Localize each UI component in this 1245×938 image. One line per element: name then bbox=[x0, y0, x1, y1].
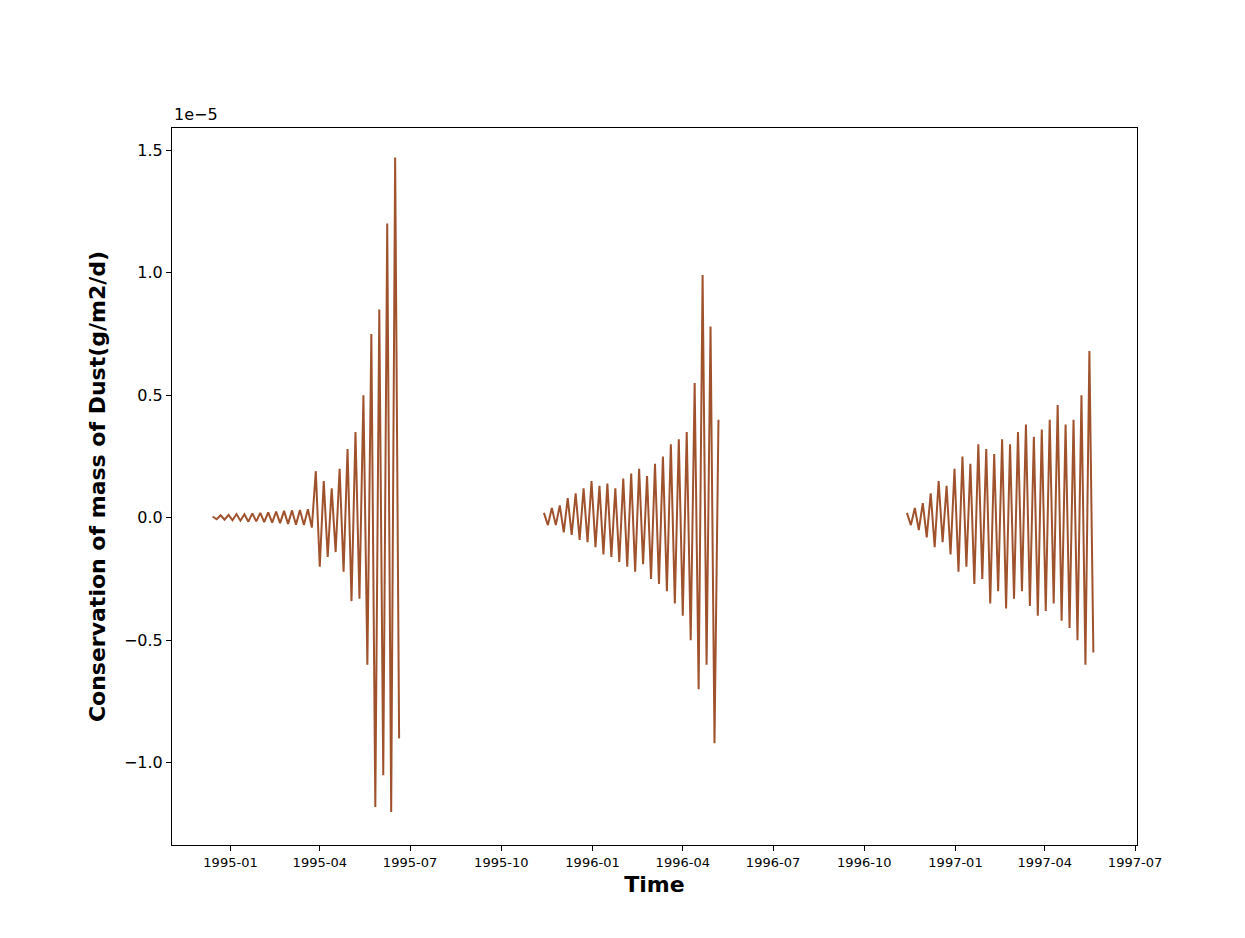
svg-text:0.0: 0.0 bbox=[137, 508, 162, 527]
svg-text:−1.0: −1.0 bbox=[124, 753, 163, 772]
svg-text:1997-01: 1997-01 bbox=[928, 855, 982, 870]
svg-text:1996-01: 1996-01 bbox=[565, 855, 619, 870]
svg-text:1.0: 1.0 bbox=[137, 263, 162, 282]
svg-text:1.5: 1.5 bbox=[137, 141, 162, 160]
svg-text:−0.5: −0.5 bbox=[124, 631, 163, 650]
svg-text:1995-07: 1995-07 bbox=[383, 855, 437, 870]
svg-text:1995-04: 1995-04 bbox=[293, 855, 347, 870]
svg-text:1995-10: 1995-10 bbox=[474, 855, 528, 870]
svg-text:1997-04: 1997-04 bbox=[1018, 855, 1072, 870]
svg-text:Conservation of mass of Dust(g: Conservation of mass of Dust(g/m2/d) bbox=[85, 251, 110, 722]
svg-text:1995-01: 1995-01 bbox=[203, 855, 257, 870]
svg-text:1996-10: 1996-10 bbox=[837, 855, 891, 870]
svg-text:0.5: 0.5 bbox=[137, 386, 162, 405]
svg-text:1996-07: 1996-07 bbox=[746, 855, 800, 870]
svg-text:1997-07: 1997-07 bbox=[1108, 855, 1162, 870]
svg-text:1996-04: 1996-04 bbox=[656, 855, 710, 870]
svg-text:Time: Time bbox=[624, 872, 684, 897]
svg-text:1e−5: 1e−5 bbox=[174, 105, 218, 124]
